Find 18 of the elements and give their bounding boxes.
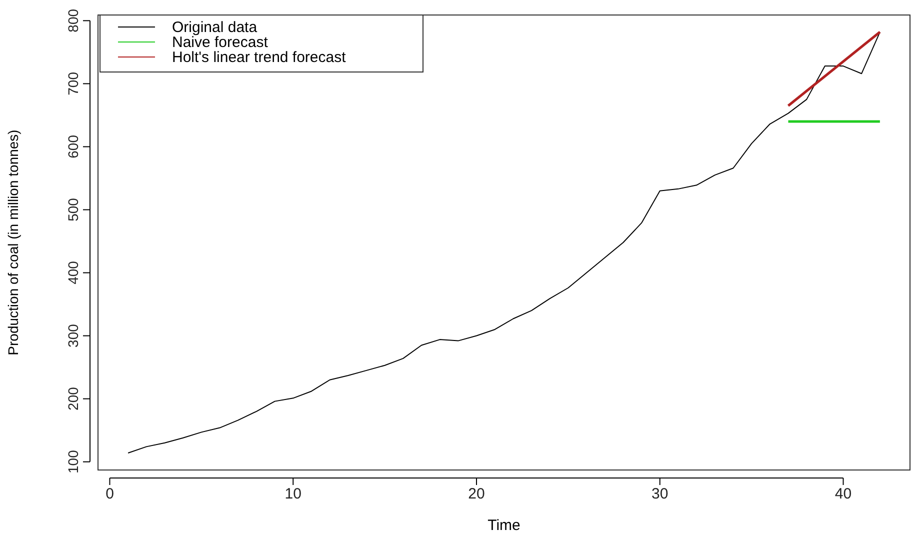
- y-tick-label: 400: [65, 260, 81, 284]
- x-axis-title: Time: [488, 517, 520, 534]
- y-tick-label: 800: [65, 8, 81, 32]
- x-tick-label: 30: [652, 486, 668, 503]
- x-tick-label: 40: [834, 486, 852, 503]
- legend-label: Naive forecast: [172, 34, 269, 51]
- y-axis-title: Production of coal (in million tonnes): [5, 130, 21, 356]
- y-tick-label: 300: [65, 324, 81, 348]
- x-tick-label: 10: [284, 486, 302, 503]
- y-tick-label: 500: [65, 198, 81, 222]
- legend-label: Original data: [172, 19, 258, 36]
- x-tick-label: 20: [468, 486, 485, 503]
- legend-label: Holt's linear trend forecast: [172, 49, 347, 66]
- y-tick-label: 700: [65, 72, 81, 96]
- y-tick-label: 600: [65, 134, 81, 158]
- y-tick-label: 100: [65, 450, 81, 474]
- y-tick-label: 200: [65, 386, 81, 410]
- x-tick-label: 0: [106, 486, 114, 503]
